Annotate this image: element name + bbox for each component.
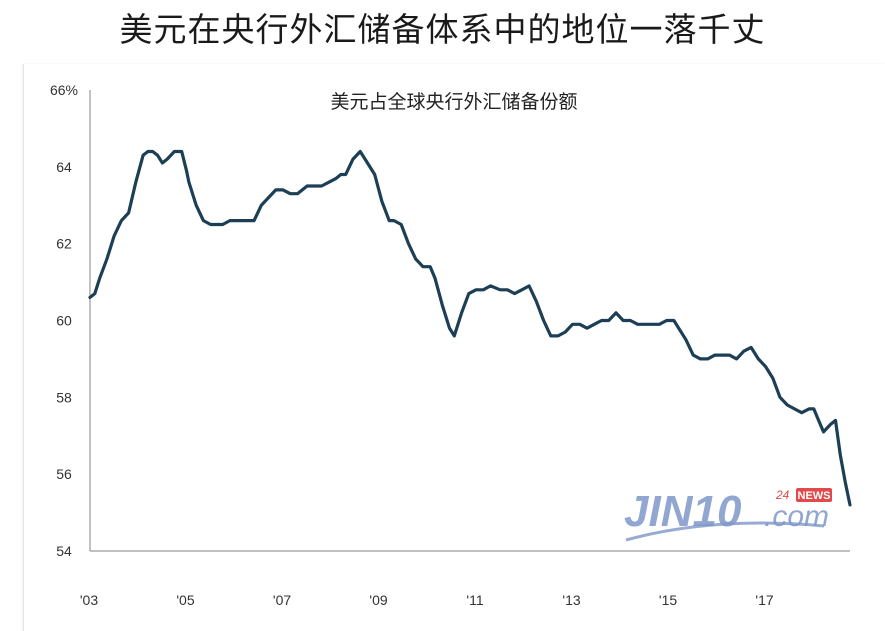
x-tick-label: '11	[466, 592, 483, 608]
y-tick-label: 58	[56, 389, 72, 405]
x-tick-label: '17	[755, 592, 773, 608]
x-tick-label: '13	[562, 592, 580, 608]
x-tick-label: '07	[273, 592, 291, 608]
watermark-suffix: .com	[764, 500, 829, 533]
axes	[89, 90, 850, 552]
watermark-swoosh-icon	[625, 521, 825, 542]
watermark-news-badge	[796, 488, 832, 502]
x-tick-labels: '03 '05 '07 '09 '11 '13 '15 '17	[80, 592, 774, 608]
y-tick-label: 66%	[50, 82, 78, 98]
y-tick-label: 60	[56, 313, 72, 329]
watermark-tag-news: NEWS	[798, 490, 831, 502]
watermark-tag-24: 24	[775, 488, 790, 502]
headline: 美元在央行外汇储备体系中的地位一落千丈	[119, 10, 766, 49]
x-tick-label: '03	[80, 592, 98, 608]
x-tick-label: '15	[659, 592, 677, 608]
y-tick-label: 54	[56, 543, 72, 559]
series-layer	[88, 149, 852, 507]
x-tick-label: '05	[176, 592, 194, 608]
x-tick-label: '09	[369, 592, 387, 608]
y-tick-label: 64	[56, 159, 72, 175]
y-tick-label: 56	[56, 466, 72, 482]
y-tick-label: 62	[56, 236, 72, 252]
series-line	[88, 149, 852, 507]
chart-panel: 美元占全球央行外汇储备份额 66% 64 62 60 58 56 54 '03'05'07 '…	[23, 64, 885, 631]
jin10-watermark: JIN10 .com 24 NEWS	[624, 487, 832, 542]
y-tick-labels: 66% 64 62 60 58 56 54	[50, 82, 78, 559]
chart-title: 美元占全球央行外汇储备份额	[330, 91, 577, 113]
